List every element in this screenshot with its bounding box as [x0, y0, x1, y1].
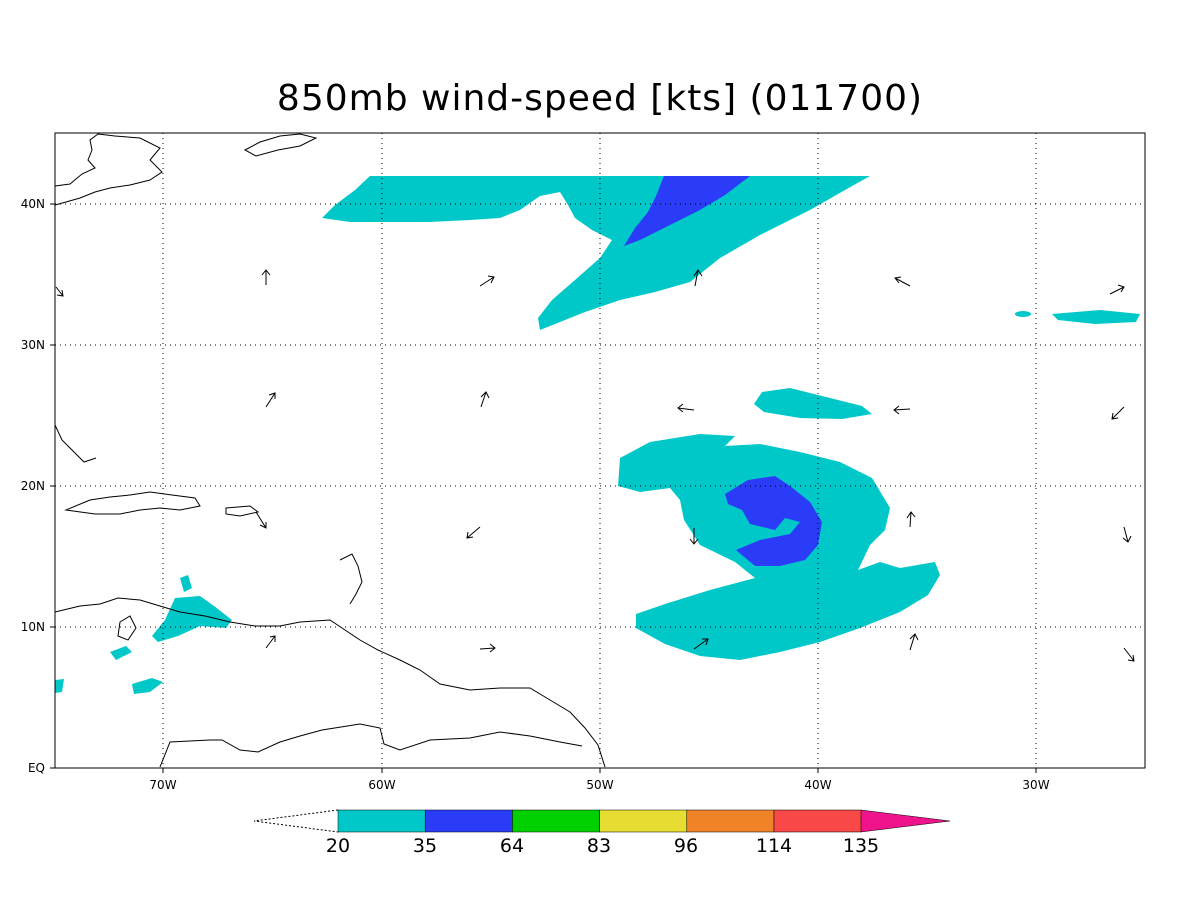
colorbar-label: 114 — [756, 835, 792, 857]
wind-arrow-icon — [893, 405, 911, 415]
wind-arrow-icon — [1111, 406, 1125, 420]
coastlines — [54, 133, 606, 768]
coastline-nova-scotia — [243, 133, 318, 157]
wind-arrow-icon — [255, 511, 267, 529]
wind-arrow-icon — [693, 638, 709, 650]
wind-arrow-icon — [265, 392, 276, 408]
wind-arrow-icon — [894, 276, 911, 287]
wind-arrow-icon — [1123, 647, 1135, 662]
coastline-lake-maracaibo — [117, 615, 137, 641]
wind-region-20kt — [180, 575, 192, 592]
lat-label: 10N — [21, 620, 45, 634]
wind-arrow-icon — [479, 643, 496, 653]
gridlines — [55, 133, 1145, 768]
wind-region-35kt — [725, 476, 822, 566]
lat-label: 30N — [21, 338, 45, 352]
colorbar-label: 64 — [500, 835, 524, 857]
wind-arrow-icon — [689, 528, 699, 545]
colorbar-labels: 20 35 64 83 96 114 135 — [326, 835, 879, 857]
colorbar-label: 96 — [674, 835, 698, 857]
wind-arrow-icon — [693, 269, 703, 287]
coastline-north-america — [54, 133, 163, 206]
lon-label: 60W — [368, 778, 395, 792]
lat-label: EQ — [28, 761, 45, 775]
colorbar-high-extension — [860, 809, 951, 833]
wind-arrow-icon — [1109, 284, 1125, 295]
colorbar-label: 35 — [413, 835, 437, 857]
lon-axis: 70W 60W 50W 40W 30W — [149, 778, 1049, 792]
lon-label: 50W — [586, 778, 613, 792]
coastline-south-america-interior — [159, 723, 583, 768]
lat-label: 40N — [21, 197, 45, 211]
wind-region-20kt — [55, 679, 64, 693]
colorbar-cell — [337, 809, 426, 833]
colorbar-label: 83 — [587, 835, 611, 857]
colorbar: 20 35 64 83 96 114 135 — [253, 809, 951, 857]
coastline-bahamas — [54, 424, 97, 463]
wind-vectors — [55, 269, 1135, 662]
wind-arrow-icon — [261, 269, 271, 285]
lon-label: 30W — [1022, 778, 1049, 792]
lat-label: 20N — [21, 479, 45, 493]
coastline-lesser-antilles — [339, 553, 363, 605]
wind-arrow-icon — [466, 526, 481, 539]
wind-region-20kt — [1015, 311, 1031, 317]
wind-arrow-icon — [906, 511, 916, 528]
coastline-south-america — [54, 597, 606, 768]
wind-region-35kt — [624, 176, 750, 246]
coastline-puerto-rico — [225, 505, 260, 517]
map-title: 850mb wind-speed [kts] (011700) — [276, 78, 924, 119]
wind-region-20kt — [152, 596, 232, 642]
wind-region-20kt — [322, 176, 870, 330]
lon-label: 70W — [149, 778, 176, 792]
wind-arrow-icon — [1122, 526, 1132, 543]
lon-label: 40W — [804, 778, 831, 792]
colorbar-low-extension — [253, 809, 339, 833]
wind-region-20kt — [754, 388, 872, 419]
coastline-cuba — [64, 491, 201, 515]
wind-arrow-icon — [55, 286, 64, 297]
colorbar-cell — [424, 809, 513, 833]
colorbar-cell — [773, 809, 862, 833]
lat-axis: EQ 10N 20N 30N 40N — [21, 197, 45, 775]
colorbar-cell — [512, 809, 600, 833]
wind-arrow-icon — [480, 391, 490, 408]
wind-arrow-icon — [677, 403, 695, 413]
colorbar-label: 20 — [326, 835, 350, 857]
wind-region-20kt — [132, 678, 163, 694]
colorbar-label: 135 — [843, 835, 879, 857]
wind-arrow-icon — [909, 633, 919, 651]
wind-shading — [55, 176, 1140, 694]
colorbar-cell — [686, 809, 775, 833]
colorbar-cell — [599, 809, 688, 833]
wind-arrow-icon — [479, 275, 495, 287]
wind-arrow-icon — [265, 635, 276, 649]
tick-marks — [50, 203, 1037, 773]
wind-region-20kt — [110, 646, 132, 660]
wind-region-20kt — [1052, 310, 1140, 324]
